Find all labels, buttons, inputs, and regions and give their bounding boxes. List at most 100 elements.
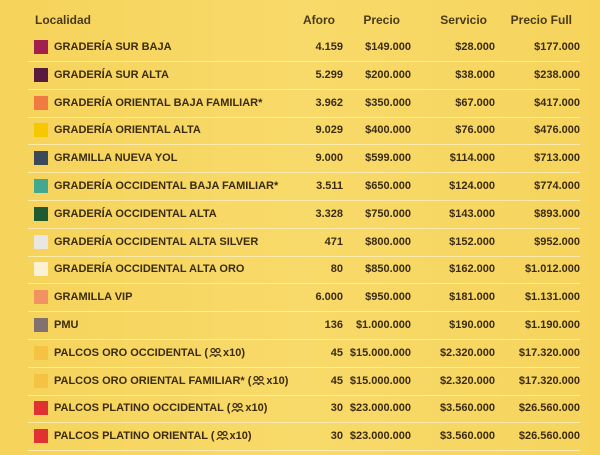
column-header: Precio Full — [510, 13, 572, 27]
cell-aforo: 3.328 — [315, 207, 343, 220]
locality-text: GRADERÍA SUR BAJA — [54, 41, 172, 53]
cell-servicio: $38.000 — [455, 68, 495, 81]
locality-name: GRAMILLA NUEVA YOL — [54, 152, 177, 164]
color-swatch — [34, 318, 48, 332]
cell-servicio: $2.320.000 — [439, 374, 495, 387]
cell-precio: $800.000 — [365, 235, 411, 248]
column-header: Aforo — [303, 13, 335, 27]
locality-text: PALCOS ORO OCCIDENTAL — [54, 346, 202, 359]
locality-text: PALCOS ORO ORIENTAL FAMILIAR* — [54, 374, 245, 387]
locality-text: PALCOS PLATINO OCCIDENTAL — [54, 402, 224, 415]
color-swatch — [34, 373, 48, 388]
locality-text: GRAMILLA VIP — [54, 291, 133, 304]
cell-aforo: 3.962 — [315, 96, 343, 109]
locality-name: GRADERÍA ORIENTAL ALTA — [54, 124, 201, 136]
cell-full: $417.000 — [534, 96, 580, 109]
table-row: GRADERÍA OCCIDENTAL ALTA SILVER 471 $800.0… — [28, 229, 580, 257]
cell-full: $1.131.000 — [524, 291, 580, 304]
color-swatch — [34, 206, 48, 221]
cell-aforo: 136 — [324, 319, 343, 331]
color-swatch — [34, 234, 48, 249]
cell-aforo: 45 — [330, 346, 343, 359]
locality-text: GRADERÍA SUR ALTA — [54, 68, 169, 81]
table-row: GRADERÍA SUR BAJA 4.159 $149.000 $28.000 $17… — [28, 34, 580, 62]
pack-size: x10) — [245, 402, 268, 415]
cell-precio: $750.000 — [365, 207, 411, 220]
pack-open: ( — [204, 346, 209, 359]
cell-servicio: $143.000 — [449, 207, 495, 220]
cell-aforo: 5.299 — [315, 68, 343, 81]
cell-precio: $23.000.000 — [349, 430, 411, 443]
locality-name: GRADERÍA ORIENTAL BAJA FAMILIAR* — [54, 97, 262, 109]
cell-precio: $149.000 — [365, 41, 411, 53]
cell-full: $26.560.000 — [518, 402, 580, 415]
cell-aforo: 80 — [330, 263, 343, 276]
cell-full: $17.320.000 — [518, 374, 580, 387]
table-row: PALCOS PLATINO ORIENTAL (x10) 30 $23.000.0… — [28, 423, 580, 452]
cell-servicio: $124.000 — [449, 180, 495, 192]
table-row: GRAMILLA NUEVA YOL 9.000 $599.000 $114.000 $… — [28, 145, 580, 174]
locality-name: GRADERÍA OCCIDENTAL ALTA ORO — [54, 263, 244, 275]
table-row: GRADERÍA ORIENTAL ALTA 9.029 $400.000 $76.0… — [28, 117, 580, 146]
cell-full: $26.560.000 — [518, 430, 580, 443]
locality-name: PALCOS ORO ORIENTAL FAMILIAR* ( x10) — [54, 375, 288, 387]
cell-aforo: 471 — [324, 235, 343, 248]
cell-precio: $400.000 — [365, 124, 411, 137]
pack-open: ( — [247, 374, 252, 387]
table-row: GRAMILLA VIP 6.000 $950.000 $181.000 $1.131.… — [28, 284, 580, 313]
color-swatch — [34, 179, 48, 193]
table-row: GRADERÍA SUR ALTA 5.299 $200.000 $38.000 $23… — [28, 62, 580, 90]
color-swatch — [34, 262, 48, 277]
locality-name: PALCOS ORO OCCIDENTAL (x10) — [54, 347, 245, 359]
pack-size: x10) — [266, 374, 289, 387]
table-row: GRADERÍA OCCIDENTAL BAJA FAMILIAR* 3.511 $… — [28, 173, 580, 201]
cell-aforo: 30 — [330, 430, 343, 443]
color-swatch — [34, 95, 48, 110]
cell-full: $238.000 — [534, 68, 580, 81]
table-row: GRADERÍA OCCIDENTAL ALTA 3.328 $750.000 $14… — [28, 201, 580, 229]
people-icon — [231, 403, 245, 413]
cell-aforo: 6.000 — [315, 291, 343, 304]
people-icon — [215, 431, 229, 441]
cell-aforo: 9.029 — [315, 124, 343, 137]
cell-full: $713.000 — [534, 152, 580, 165]
cell-aforo: 30 — [330, 402, 343, 415]
people-icon — [209, 347, 222, 357]
table-row: PALCOS PLATINO OCCIDENTAL ( x10) 30 $23.000… — [28, 395, 580, 424]
color-swatch — [34, 67, 48, 82]
cell-aforo: 3.511 — [316, 180, 343, 192]
locality-text: GRADERÍA ORIENTAL BAJA FAMILIAR* — [54, 96, 263, 109]
cell-full: $17.320.000 — [518, 346, 580, 359]
locality-name: GRADERÍA OCCIDENTAL ALTA — [54, 208, 217, 220]
locality-text: GRADERÍA OCCIDENTAL ALTA SILVER — [54, 235, 259, 248]
cell-servicio: $114.000 — [449, 152, 495, 165]
cell-aforo: 45 — [330, 374, 343, 387]
cell-precio: $23.000.000 — [349, 402, 411, 415]
color-swatch — [34, 290, 48, 305]
locality-text: GRADERÍA OCCIDENTAL ALTA ORO — [54, 263, 245, 276]
cell-servicio: $181.000 — [449, 291, 495, 304]
color-swatch — [34, 345, 48, 360]
cell-precio: $1.000.000 — [355, 319, 411, 331]
cell-precio: $200.000 — [365, 68, 411, 81]
cell-servicio: $76.000 — [455, 124, 495, 137]
cell-full: $1.012.000 — [524, 263, 580, 276]
cell-servicio: $3.560.000 — [439, 430, 495, 443]
pack-open: ( — [210, 430, 215, 443]
cell-precio: $350.000 — [365, 96, 411, 109]
locality-name: GRAMILLA VIP — [54, 291, 132, 303]
color-swatch — [34, 123, 48, 138]
cell-full: $476.000 — [534, 124, 580, 137]
cell-full: $893.000 — [534, 207, 580, 220]
cell-precio: $15.000.000 — [349, 346, 411, 359]
cell-aforo: 4.159 — [315, 41, 343, 53]
pack-open: ( — [226, 402, 231, 415]
cell-full: $774.000 — [534, 180, 580, 192]
cell-servicio: $152.000 — [449, 235, 495, 248]
cell-servicio: $3.560.000 — [439, 402, 495, 415]
locality-name: GRADERÍA OCCIDENTAL BAJA FAMILIAR* — [54, 180, 278, 192]
column-header: Servicio — [440, 13, 487, 27]
cell-servicio: $28.000 — [455, 41, 495, 53]
pack-size: x10) — [229, 430, 252, 443]
